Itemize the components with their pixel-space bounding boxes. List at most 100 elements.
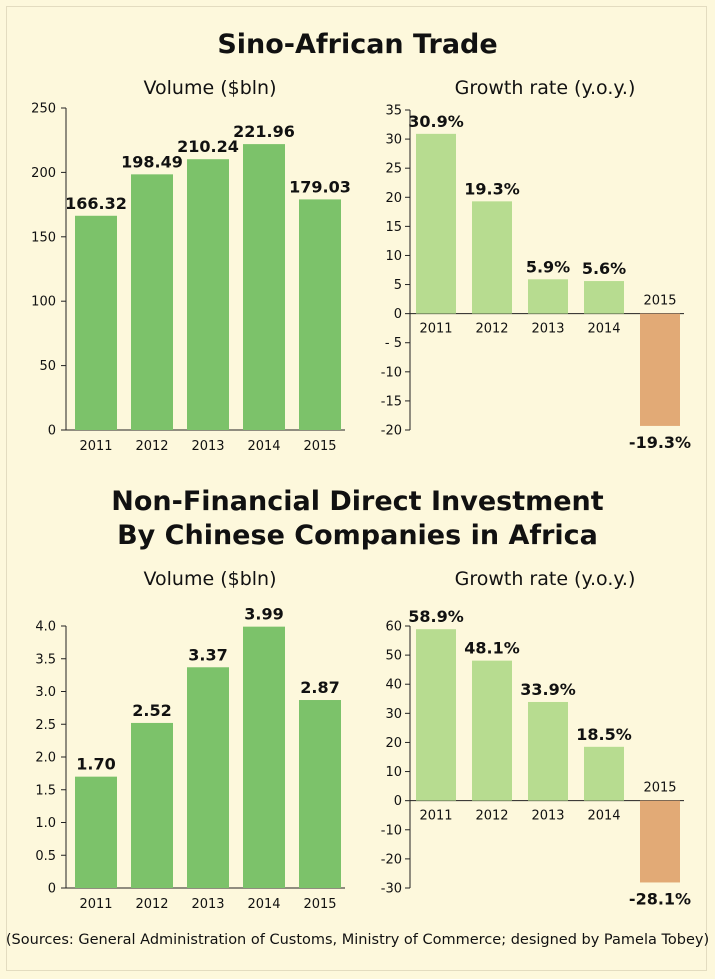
c3-value-label-2012: 48.1% [464,639,520,658]
c2-ytick-label: 0.5 [35,849,56,864]
c1-ytick-label: 20 [385,191,402,206]
c0-ytick-label: 150 [31,230,56,245]
c2-ytick-label: 2.5 [35,718,56,733]
c1-value-label-2015: -19.3% [629,433,691,452]
c1-value-label-2011: 30.9% [408,112,464,131]
c2-ytick-label: 4.0 [35,620,56,635]
chart-title-trade-volume: Volume ($bln) [143,77,277,99]
c0-category-label-2011: 2011 [79,439,112,454]
c2-bar-2015 [299,700,341,888]
source-text: (Sources: General Administration of Cust… [5,932,710,948]
section-title-investment-line2: By Chinese Companies in Africa [117,520,598,551]
section-title-trade: Sino-African Trade [217,29,498,60]
c1-category-label-2014: 2014 [587,322,620,337]
c2-value-label-2012: 2.52 [132,701,171,720]
c1-ytick-label: 35 [385,104,402,119]
c2-category-label-2011: 2011 [79,897,112,912]
chart-title-investment-volume: Volume ($bln) [143,568,277,590]
c1-bar-2013 [528,279,568,314]
c3-bar-2013 [528,701,568,801]
c2-value-label-2015: 2.87 [300,678,339,697]
c0-category-label-2014: 2014 [247,439,280,454]
c2-value-label-2011: 1.70 [76,755,115,774]
c1-ytick-label: 30 [385,133,402,148]
c3-ytick-label: 0 [394,794,402,809]
c3-ytick-label: 30 [385,707,402,722]
c1-category-label-2015: 2015 [643,294,676,309]
chart-title-trade-growth: Growth rate (y.o.y.) [454,77,636,99]
c0-value-label-2011: 166.32 [65,194,127,213]
c2-value-label-2014: 3.99 [244,605,283,624]
c2-value-label-2013: 3.37 [188,645,227,664]
c2-category-label-2015: 2015 [303,897,336,912]
c0-value-label-2014: 221.96 [233,122,295,141]
c3-value-label-2014: 18.5% [576,725,632,744]
c0-bar-2015 [299,199,341,430]
c0-bar-2012 [131,174,173,430]
c2-ytick-label: 2.0 [35,751,56,766]
c2-bar-2012 [131,722,173,888]
c0-value-label-2012: 198.49 [121,152,183,171]
c3-ytick-label: -30 [381,882,402,897]
c1-ytick-label: -20 [381,424,402,439]
c3-category-label-2015: 2015 [643,781,676,796]
c0-value-label-2015: 179.03 [289,177,351,196]
c3-category-label-2011: 2011 [419,809,452,824]
c1-bar-2012 [472,201,512,314]
c1-ytick-label: 0 [394,307,402,322]
c0-category-label-2015: 2015 [303,439,336,454]
c1-bar-2014 [584,281,624,314]
c2-ytick-label: 1.0 [35,816,56,831]
c2-category-label-2012: 2012 [135,897,168,912]
c1-ytick-label: 25 [385,162,402,177]
infographic-frame [6,6,707,971]
c1-bar-2011 [416,133,456,314]
chart-title-investment-growth: Growth rate (y.o.y.) [454,568,636,590]
c0-ytick-label: 250 [31,102,56,117]
c1-value-label-2012: 19.3% [464,179,520,198]
c1-bar-2015 [640,313,680,426]
c1-category-label-2012: 2012 [475,322,508,337]
c3-category-label-2014: 2014 [587,809,620,824]
c3-ytick-label: -10 [381,823,402,838]
c1-category-label-2013: 2013 [531,322,564,337]
c0-value-label-2013: 210.24 [177,137,239,156]
c3-ytick-label: 50 [385,649,402,664]
c3-category-label-2012: 2012 [475,809,508,824]
c0-bar-2013 [187,159,229,430]
c2-ytick-label: 3.0 [35,685,56,700]
c2-bar-2014 [243,626,285,888]
section-title-investment-line1: Non-Financial Direct Investment [111,486,604,517]
c0-ytick-label: 50 [39,359,56,374]
c2-category-label-2013: 2013 [191,897,224,912]
c3-bar-2014 [584,746,624,801]
c3-ytick-label: 40 [385,678,402,693]
c1-ytick-label: 5 [394,278,402,293]
c2-category-label-2014: 2014 [247,897,280,912]
c0-ytick-label: 100 [31,295,56,310]
c3-bar-2011 [416,629,456,801]
c0-category-label-2013: 2013 [191,439,224,454]
c1-value-label-2013: 5.9% [526,257,570,276]
c1-ytick-label: -10 [381,365,402,380]
c3-category-label-2013: 2013 [531,809,564,824]
c3-ytick-label: 10 [385,765,402,780]
c0-bar-2011 [75,215,117,430]
c1-value-label-2014: 5.6% [582,259,626,278]
c0-ytick-label: 0 [48,424,56,439]
c2-ytick-label: 1.5 [35,783,56,798]
c3-bar-2012 [472,660,512,801]
c3-value-label-2015: -28.1% [629,889,691,908]
c2-bar-2011 [75,776,117,888]
c0-ytick-label: 200 [31,166,56,181]
c1-ytick-label: -15 [381,394,402,409]
c1-ytick-label: - 5 [385,336,402,351]
c0-bar-2014 [243,144,285,430]
c3-ytick-label: -20 [381,852,402,867]
c2-bar-2013 [187,667,229,888]
c1-ytick-label: 15 [385,220,402,235]
